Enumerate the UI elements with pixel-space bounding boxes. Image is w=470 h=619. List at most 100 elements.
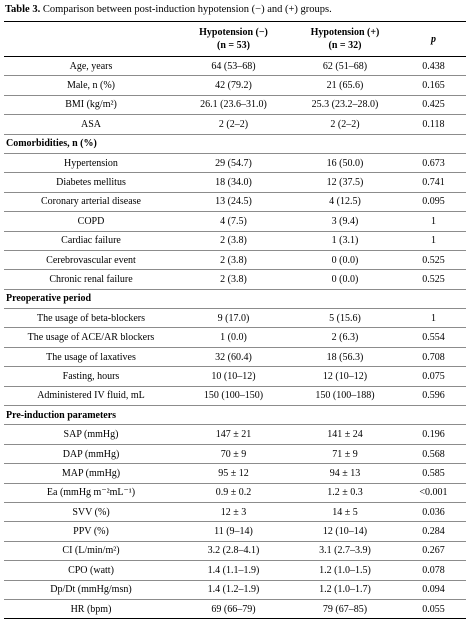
hypotension-positive-value: 12 (10–12) (289, 366, 401, 387)
row-label: Ea (mmHg m⁻²mL⁻¹) (4, 483, 178, 503)
row-label: Cardiac failure (4, 231, 178, 251)
hypotension-negative-value: 11 (9–14) (178, 521, 289, 542)
hypotension-positive-value: 3.1 (2.7–3.9) (289, 541, 401, 562)
p-value: 0.284 (401, 521, 466, 542)
header-positive-n: (n = 32) (328, 40, 362, 51)
table-body: Age, years 64 (53–68) 62 (51–68) 0.438 Male,… (4, 56, 466, 619)
hypotension-positive-value: 16 (50.0) (289, 153, 401, 174)
hypotension-negative-value: 2 (2–2) (178, 114, 289, 135)
table-row: ASA 2 (2–2) 2 (2–2) 0.118 (4, 114, 466, 135)
p-value: 0.596 (401, 386, 466, 407)
table-row: MAP (mmHg) 95 ± 12 94 ± 13 0.585 (4, 463, 466, 484)
table-row: The usage of beta-blockers 9 (17.0) 5 (15.… (4, 308, 466, 329)
row-label: BMI (kg/m²) (4, 95, 178, 116)
hypotension-positive-value: 0 (0.0) (289, 250, 401, 271)
p-value: 0.095 (401, 192, 466, 213)
table-row: HR (bpm) 69 (66–79) 79 (67–85) 0.055 (4, 599, 466, 619)
hypotension-negative-value: 150 (100–150) (178, 386, 289, 407)
p-value: 0.267 (401, 541, 466, 562)
hypotension-negative-value: 0.9 ± 0.2 (178, 483, 289, 503)
header-variable (4, 22, 178, 57)
hypotension-positive-value: 0 (0.0) (289, 269, 401, 290)
table-row: Cardiac failure 2 (3.8) 1 (3.1) 1 (4, 231, 466, 251)
hypotension-negative-value: 64 (53–68) (178, 56, 289, 77)
p-value: 0.055 (401, 599, 466, 619)
hypotension-positive-value: 21 (65.6) (289, 75, 401, 96)
table-row: Coronary arterial disease 13 (24.5) 4 (12.… (4, 192, 466, 213)
section-heading: Preoperative period (4, 289, 466, 310)
hypotension-positive-value: 1 (3.1) (289, 231, 401, 251)
table-row: CI (L/min/m²) 3.2 (2.8–4.1) 3.1 (2.7–3.9) 0… (4, 541, 466, 562)
hypotension-positive-value: 141 ± 24 (289, 424, 401, 445)
hypotension-positive-value: 12 (10–14) (289, 521, 401, 542)
hypotension-positive-value: 71 ± 9 (289, 444, 401, 465)
section-row: Comorbidities, n (%) (4, 134, 466, 154)
p-value: 1 (401, 211, 466, 232)
hypotension-negative-value: 147 ± 21 (178, 424, 289, 445)
p-value: 0.673 (401, 153, 466, 174)
table-row: SAP (mmHg) 147 ± 21 141 ± 24 0.196 (4, 424, 466, 445)
table-row: BMI (kg/m²) 26.1 (23.6–31.0) 25.3 (23.2–28… (4, 95, 466, 116)
header-positive-title: Hypotension (+) (310, 27, 380, 38)
header-hypotension-positive: Hypotension (+) (n = 32) (289, 22, 401, 57)
hypotension-positive-value: 79 (67–85) (289, 599, 401, 619)
hypotension-negative-value: 1.4 (1.1–1.9) (178, 560, 289, 581)
p-value: 0.438 (401, 56, 466, 77)
p-value: 1 (401, 308, 466, 329)
hypotension-positive-value: 1.2 ± 0.3 (289, 483, 401, 503)
p-value: 0.118 (401, 114, 466, 135)
hypotension-positive-value: 62 (51–68) (289, 56, 401, 77)
p-value: 0.554 (401, 327, 466, 348)
table-row: Cerebrovascular event 2 (3.8) 0 (0.0) 0.525 (4, 250, 466, 271)
p-value: 0.196 (401, 424, 466, 445)
row-label: COPD (4, 211, 178, 232)
hypotension-negative-value: 10 (10–12) (178, 366, 289, 387)
table-row: CPO (watt) 1.4 (1.1–1.9) 1.2 (1.0–1.5) 0.07… (4, 560, 466, 581)
table-row: Ea (mmHg m⁻²mL⁻¹) 0.9 ± 0.2 1.2 ± 0.3 <0.00… (4, 483, 466, 503)
row-label: Coronary arterial disease (4, 192, 178, 213)
hypotension-negative-value: 2 (3.8) (178, 231, 289, 251)
p-value: 1 (401, 231, 466, 251)
hypotension-positive-value: 5 (15.6) (289, 308, 401, 329)
header-hypotension-negative: Hypotension (−) (n = 53) (178, 22, 289, 57)
table-row: PPV (%) 11 (9–14) 12 (10–14) 0.284 (4, 521, 466, 542)
hypotension-negative-value: 32 (60.4) (178, 347, 289, 368)
row-label: Age, years (4, 56, 178, 77)
table-caption: Table 3. Comparison between post-inducti… (5, 4, 332, 15)
hypotension-negative-value: 2 (3.8) (178, 250, 289, 271)
header-row: Hypotension (−) (n = 53) Hypotension (+)… (4, 21, 466, 57)
hypotension-positive-value: 25.3 (23.2–28.0) (289, 95, 401, 116)
row-label: Hypertension (4, 153, 178, 174)
hypotension-negative-value: 4 (7.5) (178, 211, 289, 232)
p-value: 0.585 (401, 463, 466, 484)
section-row: Pre-induction parameters (4, 405, 466, 426)
table-row: DAP (mmHg) 70 ± 9 71 ± 9 0.568 (4, 444, 466, 465)
row-label: PPV (%) (4, 521, 178, 542)
hypotension-positive-value: 12 (37.5) (289, 172, 401, 193)
section-heading: Comorbidities, n (%) (4, 134, 466, 154)
p-value: 0.568 (401, 444, 466, 465)
hypotension-negative-value: 3.2 (2.8–4.1) (178, 541, 289, 562)
table-row: COPD 4 (7.5) 3 (9.4) 1 (4, 211, 466, 232)
row-label: DAP (mmHg) (4, 444, 178, 465)
table-row: Hypertension 29 (54.7) 16 (50.0) 0.673 (4, 153, 466, 174)
row-label: SAP (mmHg) (4, 424, 178, 445)
hypotension-positive-value: 2 (2–2) (289, 114, 401, 135)
table-header: Hypotension (−) (n = 53) Hypotension (+)… (4, 21, 466, 57)
p-value: 0.525 (401, 250, 466, 271)
hypotension-positive-value: 4 (12.5) (289, 192, 401, 213)
table-row: Age, years 64 (53–68) 62 (51–68) 0.438 (4, 56, 466, 77)
row-label: MAP (mmHg) (4, 463, 178, 484)
comparison-table: Hypotension (−) (n = 53) Hypotension (+)… (4, 21, 466, 619)
row-label: Fasting, hours (4, 366, 178, 387)
row-label: Cerebrovascular event (4, 250, 178, 271)
hypotension-negative-value: 70 ± 9 (178, 444, 289, 465)
table-row: Male, n (%) 42 (79.2) 21 (65.6) 0.165 (4, 75, 466, 96)
row-label: The usage of beta-blockers (4, 308, 178, 329)
hypotension-negative-value: 69 (66–79) (178, 599, 289, 619)
table-row: The usage of laxatives 32 (60.4) 18 (56.3)… (4, 347, 466, 368)
section-heading: Pre-induction parameters (4, 405, 466, 426)
table-row: SVV (%) 12 ± 3 14 ± 5 0.036 (4, 502, 466, 523)
hypotension-positive-value: 18 (56.3) (289, 347, 401, 368)
hypotension-positive-value: 14 ± 5 (289, 502, 401, 523)
